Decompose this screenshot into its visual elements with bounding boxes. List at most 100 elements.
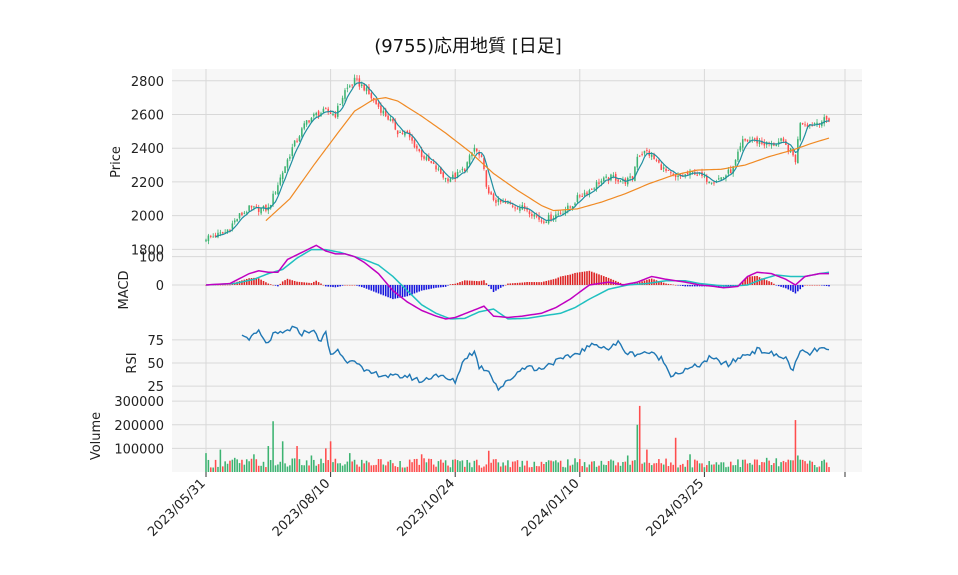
- candle-body: [535, 215, 538, 217]
- candle-body: [499, 199, 502, 203]
- macd-hist-bar: [404, 284, 406, 297]
- macd-hist-bar: [466, 280, 468, 285]
- candle-body: [305, 120, 308, 125]
- volume-bar: [210, 467, 212, 472]
- macd-hist-bar: [487, 284, 490, 287]
- volume-bar: [382, 464, 385, 472]
- candle-body: [265, 204, 267, 211]
- macd-hist-bar: [360, 284, 363, 288]
- candle-body: [526, 208, 528, 211]
- volume-bar: [260, 465, 262, 472]
- macd-hist-bar: [729, 284, 732, 286]
- candle-body: [404, 132, 406, 136]
- macd-hist-bar: [528, 282, 531, 285]
- volume-bar: [387, 461, 389, 472]
- macd-hist-bar: [799, 284, 802, 290]
- macd-hist-bar: [571, 273, 574, 285]
- volume-bar: [301, 465, 303, 472]
- volume-bar: [765, 457, 768, 472]
- macd-hist-bar: [547, 280, 550, 285]
- candle-body: [538, 215, 540, 220]
- volume-bar: [286, 466, 289, 472]
- volume-bar: [351, 461, 353, 472]
- volume-bar: [329, 441, 332, 472]
- volume-bar: [557, 462, 560, 472]
- chart-title: (9755)応用地質 [日足]: [374, 36, 562, 57]
- candle-body: [337, 105, 339, 117]
- macd-hist-bar: [480, 280, 483, 285]
- macd-hist-bar: [646, 279, 648, 285]
- macd-hist-bar: [396, 284, 399, 299]
- macd-hist-bar: [461, 281, 464, 285]
- volume-bar: [581, 466, 583, 472]
- candle-body: [737, 151, 739, 161]
- macd-hist-bar: [828, 284, 830, 287]
- candle-body: [612, 175, 615, 177]
- macd-hist-bar: [325, 284, 327, 287]
- volume-bar: [811, 461, 814, 472]
- volume-bar: [416, 458, 418, 472]
- volume-bar: [813, 464, 816, 472]
- macd-hist-bar: [559, 276, 562, 285]
- candle-body: [753, 138, 756, 140]
- candle-body: [727, 169, 730, 174]
- macd-hist-bar: [691, 284, 694, 287]
- candle-body: [725, 175, 727, 179]
- volume-bar: [411, 462, 413, 472]
- macd-hist-bar: [809, 284, 811, 286]
- candle-body: [449, 178, 452, 182]
- candle-body: [770, 143, 773, 146]
- volume-bar: [619, 465, 622, 472]
- volume-bars: [205, 405, 830, 472]
- volume-bar: [674, 437, 677, 472]
- volume-bar: [662, 464, 665, 472]
- volume-bar: [694, 459, 696, 472]
- volume-bar: [499, 466, 502, 472]
- candle-body: [301, 128, 303, 137]
- candle-body: [634, 166, 636, 181]
- macd-hist-bar: [751, 276, 754, 285]
- macd-hist-bar: [389, 284, 392, 299]
- macd-hist-bar: [660, 281, 663, 285]
- volume-bar: [516, 460, 519, 472]
- macd-signal-line: [205, 248, 830, 320]
- candle-body: [360, 84, 363, 86]
- candle-body: [274, 192, 277, 194]
- macd-hist-bar: [514, 283, 516, 285]
- macd-hist-bar: [794, 284, 797, 294]
- candle-body: [277, 185, 279, 195]
- macd-hist-bar: [782, 284, 785, 288]
- candle-body: [686, 172, 689, 175]
- candle-body: [257, 207, 260, 212]
- volume-bar: [322, 463, 325, 472]
- volume-bar: [636, 424, 639, 472]
- volume-bar: [545, 462, 548, 472]
- volume-bar: [255, 459, 258, 472]
- volume-panel: 100000 200000 300000 Volume: [89, 395, 862, 472]
- candle-body: [205, 239, 207, 242]
- price-tick-label: 2800: [131, 75, 164, 90]
- candle-body: [298, 136, 301, 142]
- candle-body: [334, 114, 337, 118]
- macd-hist-bar: [483, 280, 485, 285]
- candle-body: [485, 170, 488, 187]
- candle-body: [631, 176, 634, 180]
- candle-body: [576, 195, 579, 202]
- candle-body: [662, 167, 665, 169]
- volume-bar: [689, 454, 691, 472]
- candle-body: [650, 154, 653, 157]
- candle-body: [210, 235, 212, 237]
- volume-bar: [238, 463, 241, 472]
- macd-hist-bar: [348, 284, 351, 286]
- macd-hist-bar: [248, 278, 250, 285]
- candle-body: [382, 110, 385, 114]
- macd-hist-bar: [727, 284, 730, 286]
- candle-body: [329, 112, 332, 114]
- volume-bar: [274, 465, 277, 472]
- volume-bar: [449, 467, 452, 472]
- volume-bar: [509, 467, 512, 472]
- candle-body: [229, 229, 231, 231]
- macd-hist-bar: [265, 282, 267, 285]
- candle-body: [713, 182, 715, 184]
- candle-body: [353, 77, 356, 85]
